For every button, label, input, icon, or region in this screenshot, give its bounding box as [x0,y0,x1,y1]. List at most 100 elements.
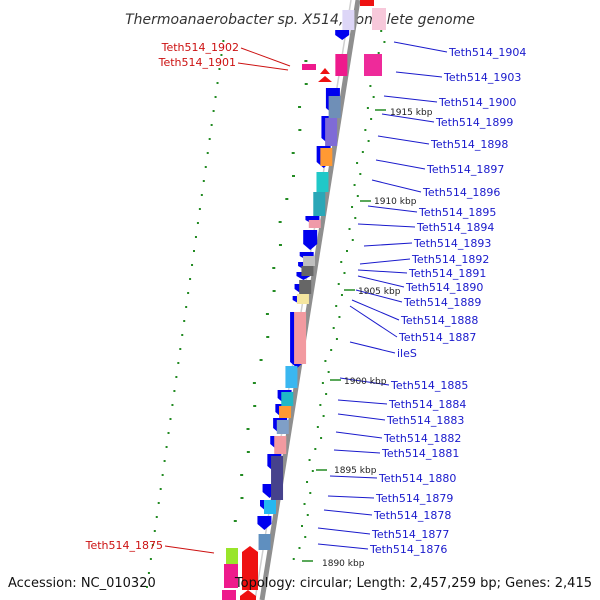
cds-box [274,436,287,454]
gc-dot [356,162,359,164]
gene-label[interactable]: Teth514_1889 [403,296,481,309]
gc-dot [304,83,308,85]
gc-dot [189,278,192,280]
gene-label[interactable]: Teth514_1882 [383,432,461,445]
leader-line [357,269,408,274]
gc-dot [265,313,269,315]
gene-label[interactable]: Teth514_1898 [430,138,508,151]
cds-box [364,54,382,76]
gene-label[interactable]: Teth514_1880 [378,472,456,485]
gene-label[interactable]: Teth514_1894 [416,221,494,234]
gene-label[interactable]: Teth514_1897 [426,163,504,176]
gene-label[interactable]: Teth514_1893 [413,237,491,250]
gene-label[interactable]: Teth514_1887 [398,331,476,344]
gc-dot [165,446,168,448]
gene-label[interactable]: Teth514_1900 [438,96,516,109]
cds-box [258,534,271,550]
gc-dot [157,502,160,504]
map-title: Thermoanaerobacter sp. X514, complete ge… [125,12,475,28]
reverse-gene-box [360,0,374,6]
leader-line [367,205,418,213]
gc-dot [163,460,166,462]
cds-box [342,10,355,30]
gene-label[interactable]: Teth514_1876 [369,543,447,556]
gc-dot [153,530,156,532]
gene-label[interactable]: Teth514_1888 [400,314,478,327]
leader-line [327,495,375,499]
gc-dot [187,292,190,294]
gc-dot [175,376,178,378]
gc-dot [173,390,176,392]
gc-dot [320,437,323,439]
gc-dot [298,106,302,108]
gene-label[interactable]: Teth514_1902 [161,41,239,54]
gc-dot [246,428,250,430]
gene-label[interactable]: Teth514_1895 [418,206,496,219]
gc-dot [380,30,383,32]
leader-line [371,179,422,193]
gene-label[interactable]: Teth514_1890 [405,281,483,294]
leader-line [355,289,403,303]
gc-dot [177,362,180,364]
gene-label[interactable]: Teth514_1875 [85,539,163,552]
svg-text:1905 kbp: 1905 kbp [358,287,401,297]
cds-box [335,54,348,76]
gene-label[interactable]: Teth514_1892 [411,253,489,266]
cds-box [299,280,312,294]
cds-box [271,456,284,500]
gene-label[interactable]: Teth514_1899 [435,116,513,129]
gene-label[interactable]: Teth514_1881 [381,447,459,460]
gc-dot [340,294,343,296]
gc-dot [155,516,158,518]
gc-dot [292,558,295,560]
gene-label[interactable]: Teth514_1896 [422,186,500,199]
gc-dot [214,96,217,98]
leader-line [375,159,426,170]
gc-dot [304,60,308,62]
gc-dot [319,404,322,406]
gene-label[interactable]: Teth514_1879 [375,492,453,505]
leader-line [323,509,373,516]
gc-dot [151,544,154,546]
genome-summary: Topology: circular; Length: 2,457,259 bp… [234,576,592,591]
gc-dot [181,334,184,336]
gc-dot [303,503,306,505]
leader-line [339,377,390,386]
gene-label[interactable]: Teth514_1891 [408,267,486,280]
label-leaders [164,41,448,554]
gc-dot [204,166,207,168]
gc-dot [220,54,223,56]
gene-label[interactable]: ileS [397,347,417,360]
gene-label[interactable]: Teth514_1884 [388,398,466,411]
gc-dot [167,432,170,434]
gc-dot [369,85,372,87]
gc-dot [370,118,373,120]
leader-line [317,543,369,550]
gene-label[interactable]: Teth514_1904 [448,46,526,59]
leader-line [377,135,430,145]
gc-dot [359,173,362,175]
cds-box [296,294,309,304]
cds-box [372,8,386,30]
gene-label[interactable]: Teth514_1883 [386,414,464,427]
gene-label[interactable]: Teth514_1878 [373,509,451,522]
gc-dot [372,96,375,98]
gene-label[interactable]: Teth514_1877 [371,528,449,541]
cds-box [325,118,338,146]
gene-label[interactable]: Teth514_1903 [443,71,521,84]
cds-box [301,266,314,276]
gc-dot [351,239,354,241]
svg-text:1915 kbp: 1915 kbp [390,108,433,118]
gc-dot [212,110,215,112]
gc-dot [285,198,289,200]
gc-dot [346,250,348,252]
gc-dot [266,336,270,338]
gc-dot [325,393,328,395]
leader-line [359,258,411,265]
gene-label[interactable]: Teth514_1901 [158,56,236,69]
leader-line [329,475,378,479]
gc-dot [183,320,186,322]
gc-dot [367,140,370,142]
gc-dot [200,194,203,196]
gene-label[interactable]: Teth514_1885 [390,379,468,392]
